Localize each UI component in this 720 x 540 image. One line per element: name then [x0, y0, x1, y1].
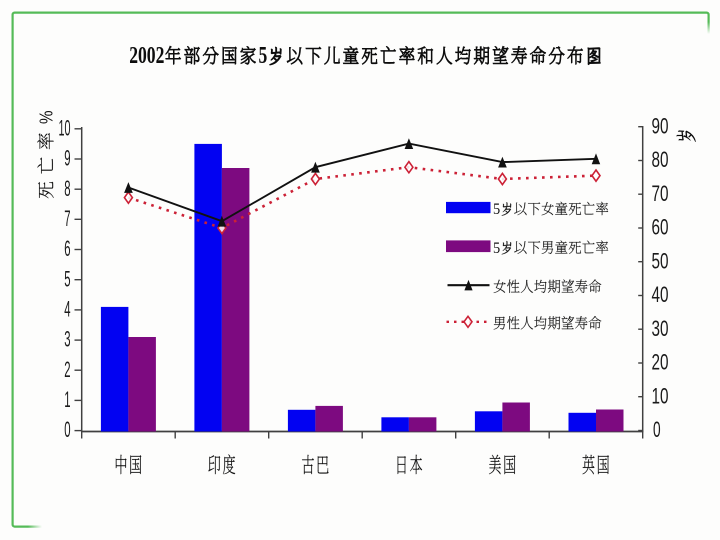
svg-text:20: 20 — [652, 350, 669, 375]
svg-text:50: 50 — [652, 248, 669, 273]
svg-text:0: 0 — [653, 417, 661, 442]
svg-text:7: 7 — [64, 206, 70, 231]
svg-text:2: 2 — [64, 357, 70, 382]
svg-text:2002: 2002 — [129, 42, 164, 69]
svg-text:80: 80 — [652, 147, 669, 172]
svg-text:5: 5 — [64, 266, 70, 291]
svg-text:8: 8 — [64, 176, 70, 201]
svg-text:10: 10 — [652, 383, 669, 408]
svg-text:5: 5 — [493, 240, 500, 257]
svg-text:40: 40 — [652, 282, 669, 307]
svg-text:%: % — [36, 111, 56, 125]
svg-text:5: 5 — [259, 42, 268, 69]
svg-text:30: 30 — [652, 316, 669, 341]
svg-text:3: 3 — [64, 327, 70, 352]
svg-text:0: 0 — [64, 417, 70, 442]
svg-text:60: 60 — [652, 215, 669, 240]
svg-text:5: 5 — [493, 201, 500, 218]
svg-text:1: 1 — [64, 387, 70, 412]
svg-text:70: 70 — [652, 181, 669, 206]
svg-text:9: 9 — [64, 146, 70, 171]
svg-text:6: 6 — [64, 236, 70, 261]
svg-text:10: 10 — [59, 115, 71, 140]
svg-text:90: 90 — [652, 113, 669, 138]
svg-text:4: 4 — [64, 297, 70, 322]
